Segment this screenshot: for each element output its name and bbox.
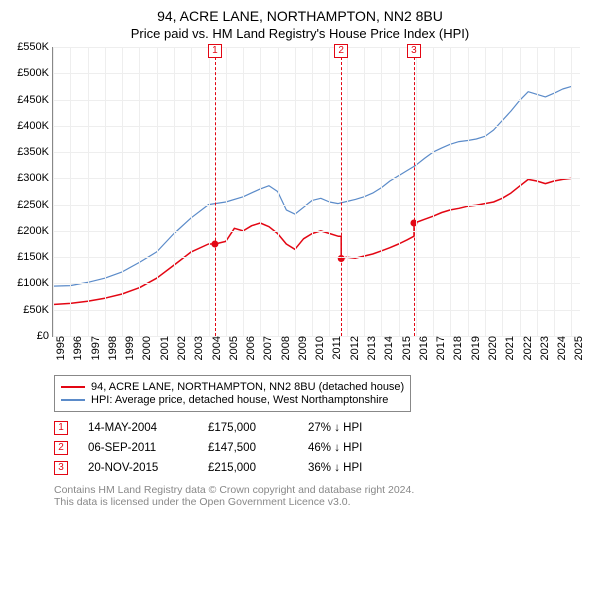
x-axis-label: 2015	[399, 336, 413, 360]
transaction-hpi-delta: 46% ↓ HPI	[308, 442, 398, 454]
x-axis-label: 2023	[537, 336, 551, 360]
event-badge-1: 1	[208, 44, 222, 58]
plot-region: £0£50K£100K£150K£200K£250K£300K£350K£400…	[52, 47, 580, 337]
transaction-badge: 3	[54, 461, 68, 475]
legend-item: HPI: Average price, detached house, West…	[61, 394, 404, 406]
transaction-row: 2 06-SEP-2011 £147,500 46% ↓ HPI	[54, 438, 588, 458]
x-axis-label: 2022	[520, 336, 534, 360]
x-axis-label: 2012	[347, 336, 361, 360]
event-vline-2	[341, 47, 342, 336]
transaction-date: 20-NOV-2015	[88, 462, 188, 474]
y-axis-label: £300K	[17, 172, 53, 184]
transaction-row: 3 20-NOV-2015 £215,000 36% ↓ HPI	[54, 458, 588, 478]
transaction-date: 06-SEP-2011	[88, 442, 188, 454]
title-subtitle: Price paid vs. HM Land Registry's House …	[12, 26, 588, 41]
x-axis-label: 2016	[416, 336, 430, 360]
legend: 94, ACRE LANE, NORTHAMPTON, NN2 8BU (det…	[54, 375, 411, 412]
title-block: 94, ACRE LANE, NORTHAMPTON, NN2 8BU Pric…	[12, 8, 588, 41]
event-badge-2: 2	[334, 44, 348, 58]
y-axis-label: £550K	[17, 41, 53, 53]
x-axis-label: 2007	[260, 336, 274, 360]
x-axis-label: 2014	[381, 336, 395, 360]
chart-lines	[53, 47, 580, 336]
x-axis-label: 2019	[468, 336, 482, 360]
legend-label: HPI: Average price, detached house, West…	[91, 394, 388, 406]
y-axis-label: £450K	[17, 94, 53, 106]
y-axis-label: £0	[37, 330, 53, 342]
transaction-row: 1 14-MAY-2004 £175,000 27% ↓ HPI	[54, 418, 588, 438]
event-vline-1	[215, 47, 216, 336]
x-axis-label: 2018	[450, 336, 464, 360]
y-axis-label: £200K	[17, 225, 53, 237]
x-axis-label: 2000	[139, 336, 153, 360]
x-axis-label: 1999	[122, 336, 136, 360]
chart-container: 94, ACRE LANE, NORTHAMPTON, NN2 8BU Pric…	[0, 0, 600, 516]
x-axis-label: 2017	[433, 336, 447, 360]
y-axis-label: £50K	[23, 304, 53, 316]
x-axis-label: 2009	[295, 336, 309, 360]
transaction-date: 14-MAY-2004	[88, 422, 188, 434]
x-axis-label: 2006	[243, 336, 257, 360]
y-axis-label: £400K	[17, 120, 53, 132]
x-axis-label: 2003	[191, 336, 205, 360]
x-axis-label: 2002	[174, 336, 188, 360]
footer-line-2: This data is licensed under the Open Gov…	[54, 496, 588, 508]
x-axis-label: 1997	[88, 336, 102, 360]
x-axis-label: 2004	[209, 336, 223, 360]
transactions-table: 1 14-MAY-2004 £175,000 27% ↓ HPI 2 06-SEP-201…	[54, 418, 588, 478]
transaction-badge: 1	[54, 421, 68, 435]
x-axis-label: 1998	[105, 336, 119, 360]
x-axis-label: 2001	[157, 336, 171, 360]
title-address: 94, ACRE LANE, NORTHAMPTON, NN2 8BU	[12, 8, 588, 24]
x-axis-label: 2020	[485, 336, 499, 360]
footer-attribution: Contains HM Land Registry data © Crown c…	[54, 484, 588, 508]
footer-line-1: Contains HM Land Registry data © Crown c…	[54, 484, 588, 496]
x-axis-label: 2010	[312, 336, 326, 360]
x-axis-label: 2021	[502, 336, 516, 360]
transaction-price: £175,000	[208, 422, 288, 434]
transaction-hpi-delta: 36% ↓ HPI	[308, 462, 398, 474]
event-badge-3: 3	[407, 44, 421, 58]
y-axis-label: £150K	[17, 251, 53, 263]
x-axis-label: 2013	[364, 336, 378, 360]
x-axis-label: 2011	[329, 336, 343, 360]
event-vline-3	[414, 47, 415, 336]
transaction-badge: 2	[54, 441, 68, 455]
y-axis-label: £350K	[17, 146, 53, 158]
x-axis-label: 1996	[70, 336, 84, 360]
transaction-price: £215,000	[208, 462, 288, 474]
x-axis-label: 1995	[53, 336, 67, 360]
x-axis-label: 2025	[571, 336, 585, 360]
legend-label: 94, ACRE LANE, NORTHAMPTON, NN2 8BU (det…	[91, 381, 404, 393]
x-axis-label: 2024	[554, 336, 568, 360]
transaction-hpi-delta: 27% ↓ HPI	[308, 422, 398, 434]
chart-area: £0£50K£100K£150K£200K£250K£300K£350K£400…	[52, 47, 580, 367]
y-axis-label: £250K	[17, 199, 53, 211]
legend-swatch	[61, 386, 85, 388]
x-axis-label: 2008	[278, 336, 292, 360]
x-axis-label: 2005	[226, 336, 240, 360]
y-axis-label: £500K	[17, 67, 53, 79]
transaction-price: £147,500	[208, 442, 288, 454]
y-axis-label: £100K	[17, 277, 53, 289]
legend-item: 94, ACRE LANE, NORTHAMPTON, NN2 8BU (det…	[61, 381, 404, 393]
legend-swatch	[61, 399, 85, 401]
